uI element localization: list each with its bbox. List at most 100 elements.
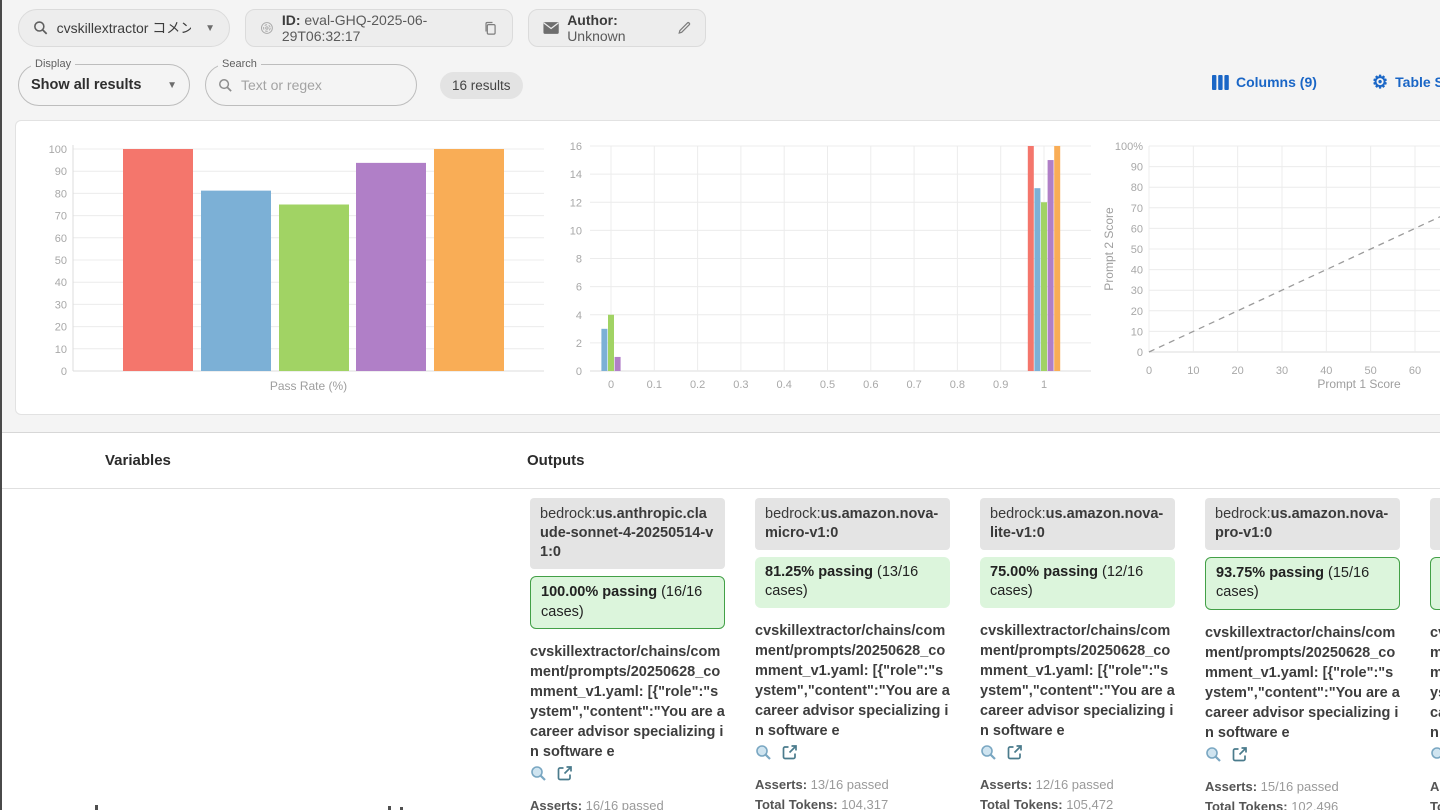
output-cell[interactable]: bedrock:us.amazon.nova-micro-v1:0 81.25% … xyxy=(755,498,950,810)
prompt-score-scatter-chart[interactable]: 0102030405060708090100%01020304050607080… xyxy=(1101,136,1440,406)
svg-text:Pass Rate (%): Pass Rate (%) xyxy=(270,379,347,393)
external-link-icon[interactable] xyxy=(782,744,798,760)
svg-text:90: 90 xyxy=(1131,162,1143,174)
cell-actions xyxy=(980,744,1175,761)
output-cell[interactable]: bedrock:us.anthropic.claude-sonnet-4-202… xyxy=(530,498,725,810)
model-name: us.amazon.nova-lite-v1:0 xyxy=(990,506,1164,542)
search-field[interactable]: Search Text or regex xyxy=(205,58,417,106)
display-select-label: Display xyxy=(31,58,76,70)
svg-text:0: 0 xyxy=(576,366,582,378)
search-input[interactable]: Text or regex xyxy=(241,77,322,93)
svg-text:10: 10 xyxy=(1187,365,1199,377)
table-settings-button-label: Table Settings xyxy=(1395,74,1440,90)
svg-text:0: 0 xyxy=(61,366,67,378)
provider-model-pill: bedrock:us.anthropic.claude-sonnet-4-202… xyxy=(530,498,725,570)
svg-text:0.8: 0.8 xyxy=(950,379,965,391)
pass-rate-percent: 100.00% passing xyxy=(541,584,658,601)
pass-rate-cases: (15/16 cases) xyxy=(1216,565,1370,601)
svg-text:1: 1 xyxy=(1041,379,1047,391)
search-field-label: Search xyxy=(218,58,261,70)
svg-text:80: 80 xyxy=(55,188,67,200)
output-cell[interactable]: bedrock:us.amazon.nova-premier-v1:0 100.0… xyxy=(1430,498,1440,810)
svg-text:60: 60 xyxy=(1131,223,1143,235)
svg-text:0.6: 0.6 xyxy=(863,379,878,391)
cell-actions xyxy=(755,744,950,761)
pass-rate-percent: 75.00% passing xyxy=(990,564,1098,581)
svg-text:0: 0 xyxy=(1137,347,1143,359)
svg-text:10: 10 xyxy=(1131,326,1143,338)
top-bar: cvskillextractor コメン ▼ ID: eval-GHQ-2025… xyxy=(0,0,1440,56)
pass-rate-badge: 93.75% passing (15/16 cases) xyxy=(1205,557,1400,610)
svg-text:0: 0 xyxy=(1146,365,1152,377)
results-toolbar: Display Show all results ▼ Search Text o… xyxy=(0,56,1440,114)
provider-model-pill: bedrock:us.amazon.nova-premier-v1:0 xyxy=(1430,498,1440,551)
svg-text:12: 12 xyxy=(570,197,582,209)
output-cell[interactable]: bedrock:us.amazon.nova-pro-v1:0 93.75% pa… xyxy=(1205,498,1400,810)
svg-text:0.1: 0.1 xyxy=(647,379,662,391)
score-histogram-chart[interactable]: 0 2 4 6 8 10 12 14 16 0 0.1 0.2 0.3 0.4 0.5 0.6 0.7 0.8 0.… xyxy=(546,136,1096,406)
external-link-icon[interactable] xyxy=(557,765,573,781)
variables-column-header[interactable]: Variables xyxy=(105,452,171,469)
svg-text:20: 20 xyxy=(55,322,67,334)
cell-metadata: Asserts: 15/16 passed Total Tokens: 102,4… xyxy=(1205,777,1400,810)
svg-text:70: 70 xyxy=(55,211,67,223)
search-icon xyxy=(34,21,48,35)
total-tokens-line: Total Tokens: 105,472 xyxy=(980,796,1114,810)
total-tokens-line: Total Tokens: 104,317 xyxy=(755,796,889,810)
magnify-details-icon[interactable] xyxy=(1205,746,1222,763)
svg-text:50: 50 xyxy=(55,255,67,267)
search-icon xyxy=(219,78,232,92)
edit-pencil-icon[interactable] xyxy=(677,20,691,36)
pass-rate-cases: (13/16 cases) xyxy=(765,564,919,600)
svg-text:0.5: 0.5 xyxy=(820,379,835,391)
asserts-line: Asserts: 13/16 passed xyxy=(755,776,889,792)
pass-rate-badge: 100.00% passing (16/16 cases) xyxy=(530,576,725,629)
svg-text:40: 40 xyxy=(55,277,67,289)
magnify-details-icon[interactable] xyxy=(1430,746,1440,763)
results-count-badge: 16 results xyxy=(440,72,523,99)
table-header-row: Variables Outputs xyxy=(2,433,1440,489)
asserts-line: Asserts: 15/16 passed xyxy=(1205,778,1339,794)
display-select[interactable]: Display Show all results ▼ xyxy=(18,58,190,106)
columns-icon xyxy=(1212,74,1229,90)
pass-rate-badge: 81.25% passing (13/16 cases) xyxy=(755,557,950,608)
eval-selector[interactable]: cvskillextractor コメン ▼ xyxy=(18,9,230,47)
pass-rate-percent: 81.25% passing xyxy=(765,564,873,581)
svg-text:0.4: 0.4 xyxy=(777,379,792,391)
magnify-details-icon[interactable] xyxy=(755,744,772,761)
asserts-line: Asserts: 12/16 passed xyxy=(980,776,1114,792)
svg-text:10: 10 xyxy=(55,344,67,356)
cell-metadata: Asserts: 12/16 passed Total Tokens: 105,4… xyxy=(980,775,1175,810)
asserts-line: Asserts: 16/16 passed xyxy=(1430,778,1440,794)
author-value: Unknown xyxy=(567,28,626,44)
outputs-column-header[interactable]: Outputs xyxy=(527,452,585,469)
total-tokens-line: Total Tokens: xyxy=(1430,798,1440,810)
eval-id-chip: ID: eval-GHQ-2025-06-29T06:32:17 xyxy=(245,9,513,47)
copy-icon[interactable] xyxy=(483,20,498,37)
magnify-details-icon[interactable] xyxy=(980,744,997,761)
asserts-line: Asserts: 16/16 passed xyxy=(530,797,664,810)
external-link-icon[interactable] xyxy=(1232,746,1248,762)
author-label: Author: xyxy=(567,12,618,28)
pass-rate-cases: (16/16 cases) xyxy=(541,584,703,620)
pass-rate-badge: 100.00% passing (16/16 cases) xyxy=(1430,557,1440,610)
svg-text:40: 40 xyxy=(1320,365,1332,377)
svg-text:100: 100 xyxy=(49,144,67,156)
svg-text:14: 14 xyxy=(570,169,582,181)
svg-text:20: 20 xyxy=(1131,306,1143,318)
model-name: us.amazon.nova-micro-v1:0 xyxy=(765,506,939,542)
external-link-icon[interactable] xyxy=(1007,744,1023,760)
pass-rate-bar-chart[interactable]: 0 10 20 30 40 50 60 70 80 90 100 Pass Rate (%) xyxy=(41,136,546,406)
next-row-text-clipped xyxy=(400,807,403,810)
svg-text:0.9: 0.9 xyxy=(993,379,1008,391)
prompt-preview-text: cvskillextractor/chains/comment/prompts/… xyxy=(1205,624,1400,741)
svg-text:Prompt 1 Score: Prompt 1 Score xyxy=(1317,377,1401,391)
output-cell[interactable]: bedrock:us.amazon.nova-lite-v1:0 75.00% p… xyxy=(980,498,1175,810)
eval-selector-value: cvskillextractor コメン xyxy=(56,20,192,36)
columns-button[interactable]: Columns (9) xyxy=(1212,74,1317,90)
pass-rate-badge: 75.00% passing (12/16 cases) xyxy=(980,557,1175,608)
table-settings-button[interactable]: ⚙ Table Settings xyxy=(1372,73,1440,91)
cell-metadata: Asserts: 16/16 passed Total Tokens: xyxy=(1430,777,1440,810)
svg-text:60: 60 xyxy=(55,233,67,245)
magnify-details-icon[interactable] xyxy=(530,765,547,782)
